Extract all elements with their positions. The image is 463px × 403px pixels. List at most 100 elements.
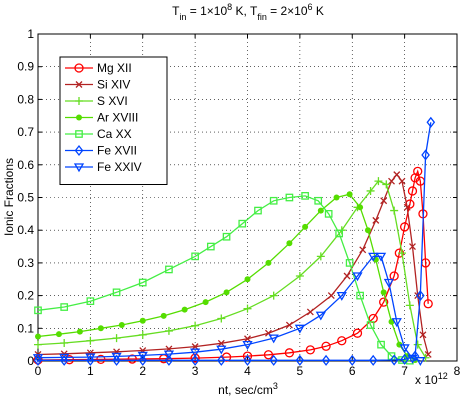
point-ca-xx-square-marker [301,192,309,200]
point-ca-xx-square-marker [238,219,247,228]
point-fe-xvii-diamond-marker [400,353,409,365]
point-si-xiv-x-marker [398,177,406,185]
point-ca-xx-square-marker [112,288,121,297]
y-tick-label: 0.1 [17,321,34,335]
series-ar-xviii [35,191,419,364]
point-si-xiv-x-marker [285,321,293,329]
point-ar-xviii-dot-marker [35,333,41,340]
point-fe-xxiv-triangle-marker [336,291,347,301]
legend-entry-mg-xii: Mg XII [65,61,132,75]
series-fe-xxiv [32,252,426,366]
point-si-xiv-x-marker [409,243,416,251]
x-axis-label: nt, sec/cm3 [218,381,278,397]
point-fe-xvii-diamond-marker [321,354,331,366]
point-mg-xii-circle-marker [407,186,418,196]
point-ar-xviii-dot-marker [286,240,293,247]
legend-entry-s-xvi: S XVI [65,94,128,108]
point-ca-xx-square-marker [285,193,294,202]
point-mg-xii-circle-marker [263,350,274,360]
y-tick-label: 0 [27,354,34,368]
point-ar-xviii-dot-marker [380,289,387,296]
point-fe-xxiv-triangle-marker [391,318,402,328]
point-si-xiv-x-marker [86,349,94,357]
series-line-fe-xxiv [37,255,421,362]
chart-title: Tin = 1×108 K, Tfin = 2×106 K [172,2,324,22]
point-s-xvi-plus-marker [86,336,95,345]
legend-entry-ca-xx: Ca XX [65,127,132,141]
point-ca-xx-square-marker [222,232,231,241]
y-tick-label: 0.6 [17,158,34,172]
x-tick-label: 0 [35,364,42,378]
point-si-xiv-x-marker [244,335,251,343]
point-fe-xvii-diamond-marker [216,354,226,366]
point-fe-xvii-diamond-marker [86,354,95,366]
point-ar-xviii-dot-marker [244,276,251,283]
point-ar-xviii-dot-marker [139,317,146,324]
point-fe-xxiv-triangle-marker [59,353,70,363]
point-fe-xvii-diamond-marker [164,354,174,366]
point-ca-xx-square-marker [206,242,215,251]
point-ar-xviii-dot-marker [202,299,209,306]
series-line-s-xvi [37,180,427,359]
point-ca-xx-square-marker [366,321,375,329]
point-ca-xx-square-marker [254,206,262,215]
point-ca-xx-square-marker [335,229,344,238]
series-lines [32,116,436,366]
point-ar-xviii-dot-marker [346,191,353,198]
point-mg-xii-circle-marker [389,271,399,281]
point-s-xvi-plus-marker [164,326,173,335]
point-ca-xx-square-marker [314,196,323,205]
point-ar-xviii-dot-marker [364,227,371,234]
point-fe-xvii-diamond-marker [416,290,425,302]
series-line-mg-xii [37,169,429,361]
point-fe-xvii-diamond-marker [426,116,436,128]
point-mg-xii-circle-marker [405,199,415,209]
point-s-xvi-plus-marker [60,339,69,348]
x-tick-label: 3 [192,364,199,378]
legend-label: Fe XVII [97,144,137,158]
point-ar-xviii-dot-marker [317,207,324,214]
point-mg-xii-circle-marker [352,328,363,338]
legend-label: Si XIV [97,78,130,92]
y-tick-label: 1 [27,27,34,41]
point-mg-xii-circle-marker [321,341,331,351]
point-s-xvi-plus-marker [398,249,407,258]
point-fe-xxiv-triangle-marker [415,357,426,366]
y-axis-label: Ionic Fractions [2,158,16,236]
y-tick-label: 0.3 [17,256,34,270]
point-ca-xx-square-marker [356,291,364,300]
point-ar-xviii-dot-marker [55,331,62,338]
point-mg-xii-circle-marker [337,336,347,346]
y-tick-label: 0.4 [17,223,34,237]
legend-entry-ar-xviii: Ar XVIII [65,111,138,125]
point-ca-xx-square-marker [165,265,173,274]
point-s-xvi-plus-marker [191,321,200,330]
point-ar-xviii-dot-marker [265,259,272,266]
point-mg-xii-circle-marker [413,166,423,176]
point-fe-xxiv-triangle-marker [32,354,44,364]
point-fe-xxiv-triangle-marker [399,344,410,354]
point-fe-xxiv-triangle-marker [352,272,363,282]
point-fe-xvii-diamond-marker [410,350,420,362]
point-fe-xxiv-triangle-marker [294,324,305,334]
point-mg-xii-circle-marker [423,299,433,309]
legend-s-xvi-plus-marker [75,97,83,105]
x-tick-label: 1 [87,364,94,378]
point-ar-xviii-dot-marker [160,312,167,319]
point-fe-xxiv-triangle-marker [407,354,418,364]
legend-label: Mg XII [97,61,132,75]
point-s-xvi-plus-marker [413,340,422,349]
point-fe-xvii-diamond-marker [243,354,252,366]
legend-ca-xx-square-marker [75,130,83,138]
series-line-fe-xvii [38,122,432,361]
legend-mg-xii-circle-marker [74,63,84,73]
series-s-xvi [34,177,430,362]
x-axis-exponent: x 1012 [415,371,448,387]
point-ca-xx-square-marker [34,306,42,315]
point-si-xiv-x-marker [393,171,401,179]
point-fe-xvii-diamond-marker [190,354,200,366]
point-si-xiv-x-marker [419,331,427,339]
x-tick-label: 6 [349,364,356,378]
legend: Mg XII Si XIV S XVI Ar XVIII Ca XX Fe XVII Fe … [59,56,168,185]
